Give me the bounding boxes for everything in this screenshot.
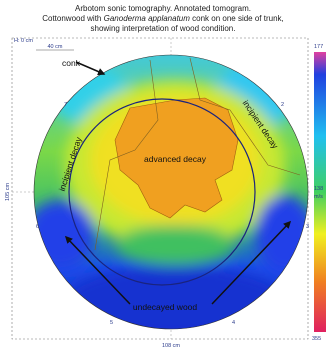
title-line: showing interpretation of wood condition… [91, 24, 236, 33]
sensor-number: 6 [36, 224, 39, 230]
inner-circle [68, 98, 256, 286]
title-text: Cottonwood with [42, 14, 101, 23]
arrow [64, 235, 131, 305]
height-label: 105 cm [5, 183, 11, 201]
advanced-decay-label: advanced decay [144, 154, 207, 164]
title-line: Arbotom sonic tomography. Annotated tomo… [75, 4, 251, 13]
zone-boundary [94, 59, 159, 251]
frame [11, 37, 309, 340]
sensor-number: 2 [281, 102, 284, 108]
title-text: conk on one side of trunk, [192, 14, 284, 23]
species-name: Ganoderma applanatum [104, 14, 191, 23]
trunk-outline [33, 54, 309, 330]
conk-label: conk [62, 58, 81, 68]
arrow [75, 61, 106, 76]
origin-label: H: 0 cm [14, 38, 33, 44]
sensor-number: 7 [64, 102, 67, 108]
width-label: 108 cm [162, 343, 180, 349]
arrow [211, 220, 292, 305]
colorbar-label: 177 [314, 44, 323, 50]
sensor-number: 4 [232, 320, 235, 326]
sensor-number: 3 [306, 224, 309, 230]
advanced-decay-zone [114, 97, 239, 219]
colorbar-label: 355 [312, 336, 321, 342]
zone-boundary [189, 57, 301, 176]
colorbar-label: 138 [314, 186, 323, 192]
color-bar [314, 52, 326, 332]
scale-label: 40 cm [48, 44, 63, 50]
title-line: Cottonwood with Ganoderma applanatum con… [42, 14, 284, 23]
colorbar-unit: m/s [314, 194, 323, 200]
sensor-number: 5 [110, 320, 113, 326]
undecayed-label: undecayed wood [133, 302, 198, 312]
